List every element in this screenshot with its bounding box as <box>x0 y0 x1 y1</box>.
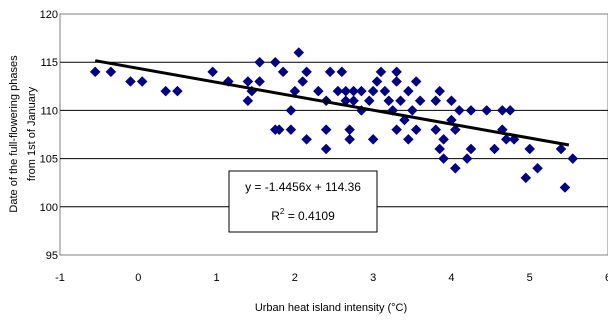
x-tick-labels: -1 0 1 2 3 4 5 6 <box>55 272 608 284</box>
data-point-27 <box>320 143 332 155</box>
data-point-13 <box>269 56 281 68</box>
y-axis-title-line-2: from 1st of January <box>26 86 38 181</box>
data-point-39 <box>363 95 375 107</box>
data-point-72 <box>481 105 493 116</box>
y-tick-label-4: 115 <box>40 57 58 69</box>
trendline-equation: y = -1.4456x + 114.36 <box>245 180 361 194</box>
x-tick-label-1: 0 <box>135 272 141 284</box>
data-point-69 <box>461 153 473 164</box>
trendline <box>94 59 570 147</box>
data-point-54 <box>406 105 418 116</box>
r-squared-superscript: 2 <box>280 207 285 216</box>
r-squared-value: = 0.4109 <box>284 209 335 223</box>
data-point-57 <box>414 95 426 107</box>
data-point-67 <box>449 162 461 174</box>
data-point-1 <box>105 66 117 78</box>
y-tick-labels: 95 100 105 110 115 120 <box>40 9 58 262</box>
data-point-11 <box>254 56 265 68</box>
data-point-18 <box>285 124 297 136</box>
regression-equation-box: y = -1.4456x + 114.36 R2 = 0.4109 <box>228 170 378 233</box>
x-tick-label-2: 1 <box>214 272 220 284</box>
grid-lines <box>60 61 608 208</box>
data-point-71 <box>465 143 477 155</box>
data-point-84 <box>567 153 579 164</box>
r-squared-label: R2 = 0.4109 <box>271 207 335 223</box>
data-point-83 <box>559 182 571 193</box>
data-point-48 <box>391 76 402 87</box>
data-point-15 <box>273 124 285 136</box>
data-point-30 <box>336 66 348 78</box>
data-point-64 <box>446 95 457 107</box>
y-axis-title-line-1: Date of the full-flowering phases <box>8 55 20 213</box>
data-point-70 <box>465 105 477 116</box>
data-points <box>89 47 579 193</box>
data-point-61 <box>434 143 446 155</box>
data-point-76 <box>500 133 512 145</box>
data-point-60 <box>434 85 446 97</box>
data-point-5 <box>172 85 183 97</box>
data-point-81 <box>532 162 543 174</box>
x-tick-label-0: -1 <box>55 272 65 284</box>
x-tick-label-4: 3 <box>370 272 376 284</box>
data-point-34 <box>344 133 356 145</box>
data-point-56 <box>410 76 422 87</box>
data-point-66 <box>449 124 461 136</box>
data-point-0 <box>89 66 101 78</box>
x-tick-label-5: 4 <box>448 272 454 284</box>
data-point-26 <box>320 124 332 136</box>
data-point-63 <box>438 153 449 164</box>
data-point-12 <box>254 76 265 87</box>
data-point-49 <box>391 124 402 136</box>
data-point-52 <box>403 85 414 97</box>
data-point-80 <box>524 143 536 155</box>
data-point-45 <box>383 95 395 107</box>
data-point-21 <box>297 76 309 87</box>
data-point-50 <box>395 95 406 107</box>
y-tick-label-1: 100 <box>40 202 58 214</box>
data-point-17 <box>285 105 297 116</box>
data-point-68 <box>453 105 465 116</box>
data-point-74 <box>496 105 508 116</box>
data-point-82 <box>555 143 567 155</box>
data-point-40 <box>367 85 379 97</box>
y-tick-label-5: 120 <box>40 9 58 21</box>
data-point-77 <box>504 105 516 116</box>
data-point-44 <box>379 85 391 97</box>
data-point-4 <box>160 85 172 97</box>
data-point-73 <box>489 143 500 155</box>
data-point-43 <box>375 66 387 78</box>
data-point-41 <box>367 133 379 145</box>
data-point-29 <box>332 85 344 97</box>
data-point-23 <box>301 133 312 145</box>
y-tick-label-2: 105 <box>40 154 58 166</box>
data-point-20 <box>293 47 305 58</box>
data-point-55 <box>410 124 422 136</box>
data-point-58 <box>430 95 442 107</box>
data-point-38 <box>356 85 367 97</box>
data-point-53 <box>403 133 414 145</box>
data-point-22 <box>301 66 312 78</box>
data-point-6 <box>207 66 219 78</box>
data-point-28 <box>324 66 336 78</box>
equation-box-frame <box>228 170 378 233</box>
data-point-62 <box>438 133 449 145</box>
data-point-16 <box>277 66 289 78</box>
x-tick-label-6: 5 <box>527 272 533 284</box>
trendline-line <box>94 59 570 147</box>
x-tick-label-3: 2 <box>292 272 298 284</box>
data-point-42 <box>371 76 383 87</box>
data-point-79 <box>520 172 532 184</box>
y-tick-label-3: 110 <box>40 105 58 117</box>
x-axis-title: Urban heat island intensity (°C) <box>255 302 407 314</box>
data-point-24 <box>312 85 324 97</box>
data-point-2 <box>125 76 136 87</box>
data-point-9 <box>242 95 254 107</box>
x-tick-label-7: 6 <box>605 272 608 284</box>
data-point-59 <box>430 124 442 136</box>
y-tick-label-0: 95 <box>46 250 58 262</box>
r-squared-prefix: R <box>271 209 280 223</box>
data-point-3 <box>136 76 148 87</box>
y-axis-title: Date of the full-flowering phases from 1… <box>8 55 38 213</box>
